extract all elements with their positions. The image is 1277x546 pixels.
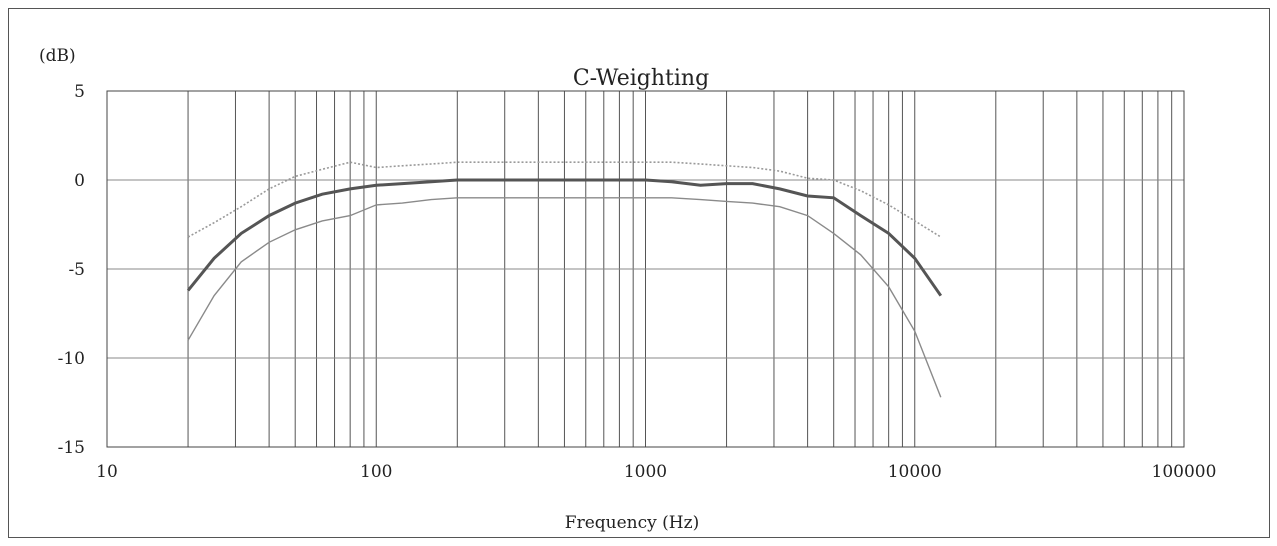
x-axis-label: Frequency (Hz) [565, 513, 699, 533]
tick-labels: 10 100 1000 10000 100000 5 0 -5 -10 -15 [58, 82, 1217, 482]
x-tick-label: 10000 [888, 462, 942, 482]
chart-title: C-Weighting [573, 66, 709, 91]
grid [106, 90, 1185, 448]
y-tick-label: -15 [58, 438, 85, 458]
y-tick-label: -10 [58, 349, 85, 369]
x-tick-label: 100 [360, 462, 392, 482]
c-weighting-chart: 10 100 1000 10000 100000 5 0 -5 -10 -15 (dB) C-We… [39, 46, 1217, 533]
series-line-2 [187, 161, 942, 238]
y-tick-label: 0 [74, 171, 85, 191]
plot-area [106, 90, 1185, 448]
series-line-1 [186, 178, 943, 297]
y-tick-label: 5 [74, 82, 85, 102]
chart-frame: 10 100 1000 10000 100000 5 0 -5 -10 -15 (dB) C-We… [8, 8, 1270, 538]
x-tick-label: 10 [96, 462, 118, 482]
series-line-3 [187, 197, 942, 398]
x-tick-label: 1000 [624, 462, 667, 482]
x-tick-label: 100000 [1152, 462, 1217, 482]
series-layer [186, 161, 943, 398]
y-axis-label: (dB) [39, 46, 76, 66]
y-tick-label: -5 [68, 260, 85, 280]
